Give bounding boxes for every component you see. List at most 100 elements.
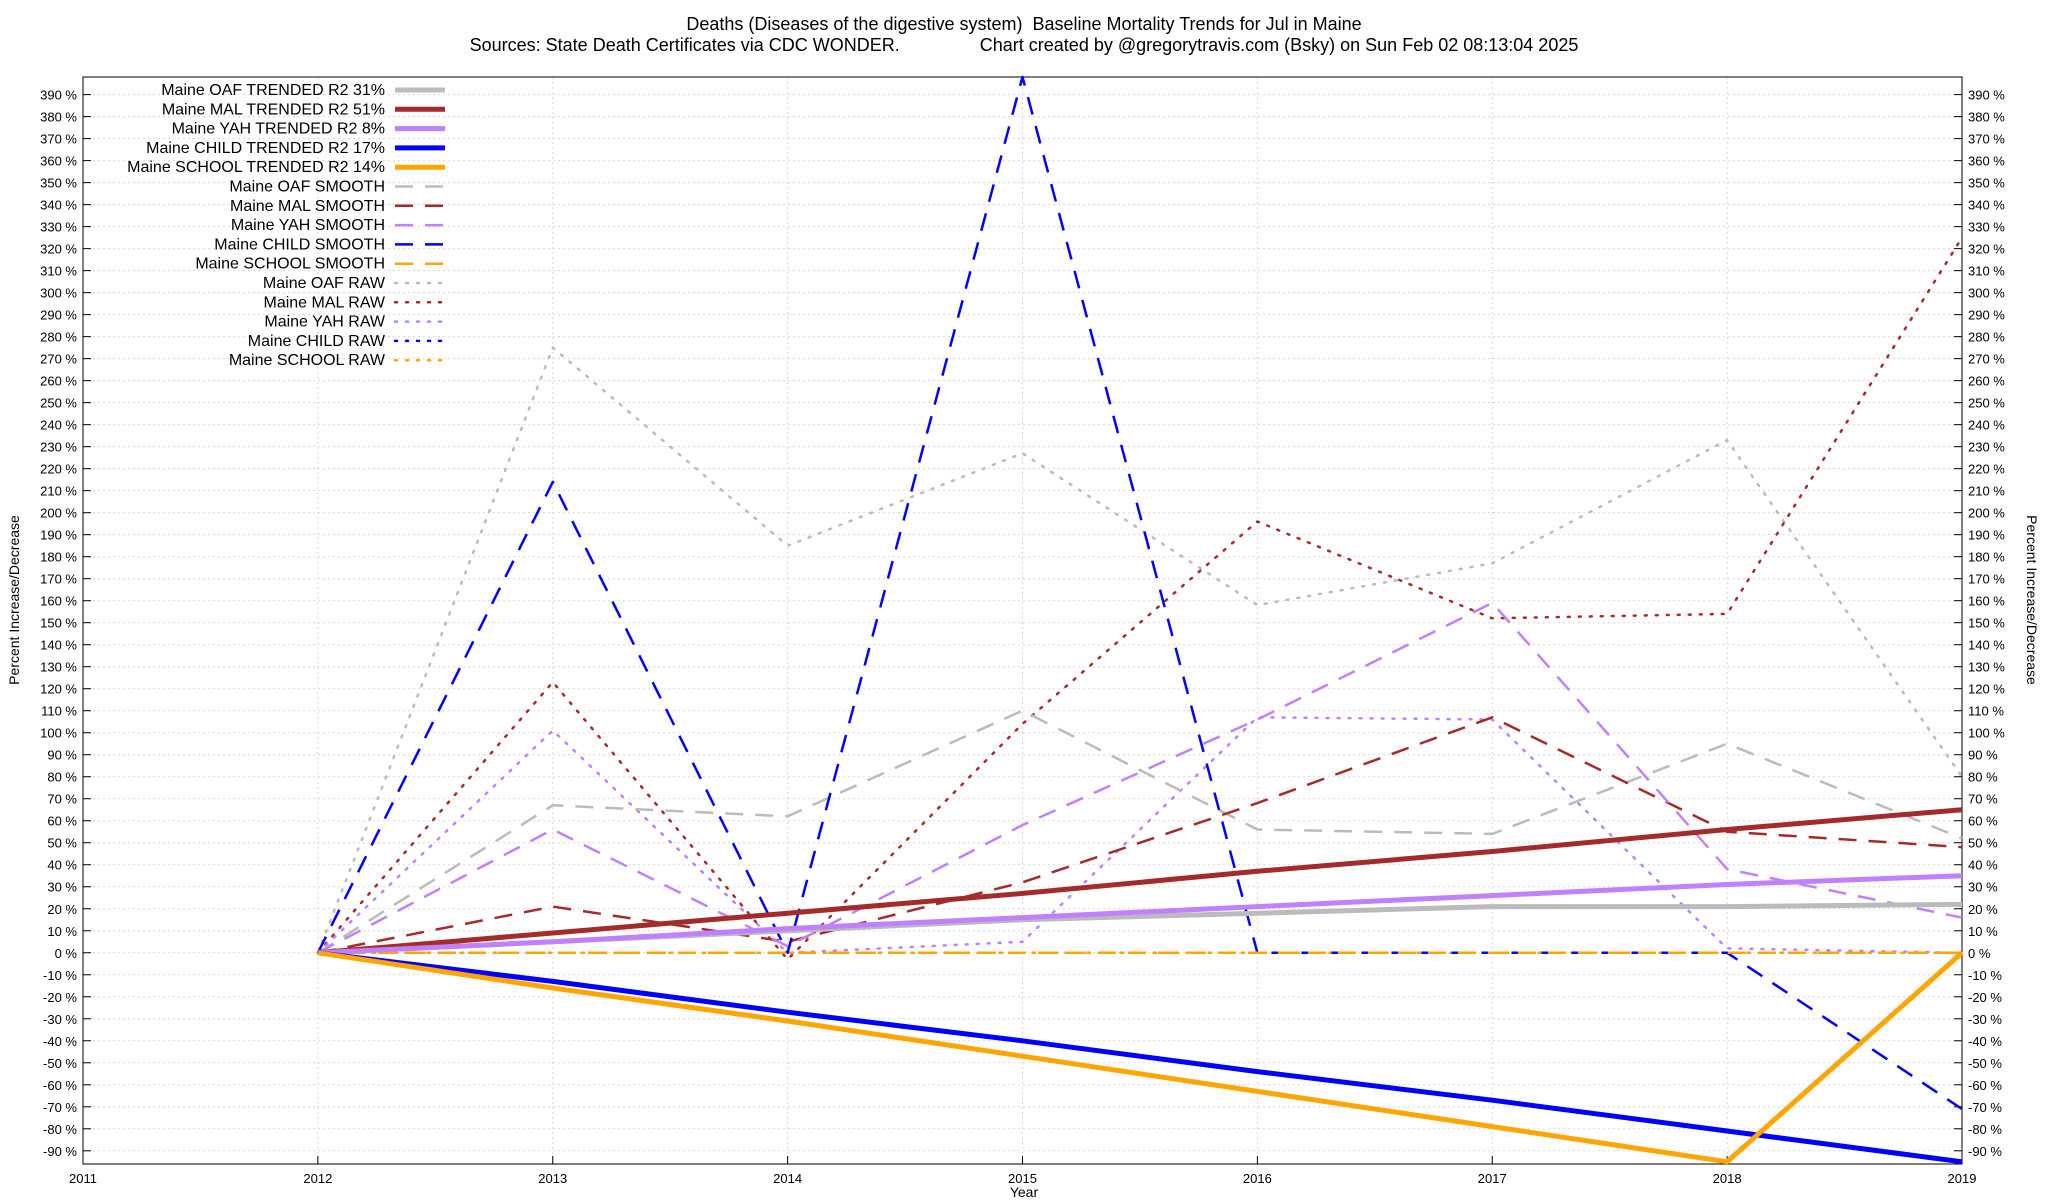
y-tick-label-right: -70 % bbox=[1968, 1100, 2002, 1115]
y-tick-label-left: -20 % bbox=[43, 990, 77, 1005]
legend-label: Maine YAH TRENDED R2 8% bbox=[172, 121, 385, 138]
y-tick-label-right: 50 % bbox=[1968, 836, 1998, 851]
y-tick-label-left: 130 % bbox=[40, 660, 77, 675]
y-tick-label-left: 120 % bbox=[40, 682, 77, 697]
y-tick-label-right: 0 % bbox=[1968, 946, 1991, 961]
y-tick-label-left: -80 % bbox=[43, 1122, 77, 1137]
y-tick-label-right: 290 % bbox=[1968, 308, 2005, 323]
y-tick-label-right: 60 % bbox=[1968, 814, 1998, 829]
legend-label: Maine CHILD RAW bbox=[248, 333, 386, 350]
y-tick-label-right: 10 % bbox=[1968, 924, 1998, 939]
series-line-6 bbox=[317, 709, 1963, 954]
y-tick-label-right: 240 % bbox=[1968, 418, 2005, 433]
y-tick-label-left: 160 % bbox=[40, 594, 77, 609]
y-tick-label-right: 110 % bbox=[1968, 704, 2004, 719]
y-tick-label-left: 60 % bbox=[47, 814, 77, 829]
y-tick-label-left: 150 % bbox=[40, 616, 77, 631]
y-tick-label-left: -50 % bbox=[43, 1056, 77, 1071]
y-tick-label-right: 30 % bbox=[1968, 880, 1998, 895]
y-tick-label-left: 300 % bbox=[40, 286, 77, 301]
x-tick-label: 2016 bbox=[1243, 1171, 1272, 1186]
y-tick-label-left: 180 % bbox=[40, 550, 77, 565]
series-line-9 bbox=[316, 75, 1963, 1111]
series-line-5 bbox=[317, 950, 1964, 1165]
y-tick-label-right: 160 % bbox=[1968, 594, 2005, 609]
y-tick-label-right: 130 % bbox=[1968, 660, 2005, 675]
series-line-12 bbox=[316, 236, 1964, 961]
y-tick-label-right: 150 % bbox=[1968, 616, 2005, 631]
y-tick-label-right: -30 % bbox=[1968, 1012, 2002, 1027]
y-tick-label-left: -60 % bbox=[43, 1078, 77, 1093]
x-tick-label: 2014 bbox=[773, 1171, 802, 1186]
x-tick-label: 2018 bbox=[1713, 1171, 1742, 1186]
y-tick-label-left: 270 % bbox=[40, 352, 77, 367]
y-tick-label-right: 300 % bbox=[1968, 286, 2005, 301]
y-tick-label-right: 350 % bbox=[1968, 176, 2005, 191]
series-line-7 bbox=[317, 716, 1963, 955]
y-tick-label-left: 360 % bbox=[40, 154, 77, 169]
legend-label: Maine OAF TRENDED R2 31% bbox=[161, 82, 385, 99]
y-tick-label-right: 210 % bbox=[1968, 484, 2005, 499]
y-tick-label-right: 80 % bbox=[1968, 770, 1998, 785]
legend-label: Maine MAL SMOOTH bbox=[230, 198, 385, 215]
y-tick-label-left: 20 % bbox=[47, 902, 77, 917]
y-tick-label-left: 100 % bbox=[40, 726, 77, 741]
y-tick-label-right: -40 % bbox=[1968, 1034, 2002, 1049]
y-tick-label-left: 140 % bbox=[40, 638, 77, 653]
x-tick-label: 2015 bbox=[1008, 1171, 1037, 1186]
y-tick-label-left: 330 % bbox=[40, 220, 77, 235]
y-tick-label-left: 10 % bbox=[47, 924, 77, 939]
series-line-8 bbox=[317, 601, 1963, 954]
y-tick-label-right: 200 % bbox=[1968, 506, 2005, 521]
series-line-3 bbox=[317, 873, 1963, 956]
y-tick-label-right: 390 % bbox=[1968, 88, 2005, 103]
y-tick-label-right: -20 % bbox=[1968, 990, 2002, 1005]
y-tick-label-left: 340 % bbox=[40, 198, 77, 213]
y-tick-label-left: 90 % bbox=[47, 748, 77, 763]
series-line-2 bbox=[317, 807, 1963, 956]
legend-label: Maine SCHOOL SMOOTH bbox=[195, 256, 385, 273]
y-tick-label-left: 310 % bbox=[40, 264, 77, 279]
series-line-11 bbox=[316, 346, 1964, 955]
legend-label: Maine CHILD TRENDED R2 17% bbox=[146, 140, 385, 157]
y-tick-label-left: 290 % bbox=[40, 308, 77, 323]
x-tick-label: 2012 bbox=[303, 1171, 332, 1186]
y-tick-label-left: 210 % bbox=[40, 484, 77, 499]
legend-label: Maine YAH RAW bbox=[264, 314, 386, 331]
y-tick-label-left: 50 % bbox=[47, 836, 77, 851]
y-tick-label-left: -40 % bbox=[43, 1034, 77, 1049]
y-tick-label-left: 260 % bbox=[40, 374, 77, 389]
y-tick-label-right: 220 % bbox=[1968, 462, 2005, 477]
y-tick-label-right: 190 % bbox=[1968, 528, 2005, 543]
y-tick-label-left: 0 % bbox=[55, 946, 78, 961]
y-tick-label-left: 80 % bbox=[47, 770, 77, 785]
y-tick-label-right: 230 % bbox=[1968, 440, 2005, 455]
legend-label: Maine SCHOOL TRENDED R2 14% bbox=[127, 159, 385, 176]
y-tick-label-left: -90 % bbox=[43, 1144, 77, 1159]
y-tick-label-right: 310 % bbox=[1968, 264, 2005, 279]
legend-label: Maine OAF RAW bbox=[263, 275, 386, 292]
y-tick-label-left: -30 % bbox=[43, 1012, 77, 1027]
x-tick-label: 2019 bbox=[1948, 1171, 1977, 1186]
y-tick-label-right: -50 % bbox=[1968, 1056, 2002, 1071]
y-tick-label-left: 240 % bbox=[40, 418, 77, 433]
y-tick-label-left: 250 % bbox=[40, 396, 77, 411]
y-tick-label-left: 200 % bbox=[40, 506, 77, 521]
y-tick-label-left: 230 % bbox=[40, 440, 77, 455]
y-tick-label-right: 40 % bbox=[1968, 858, 1998, 873]
y-tick-label-left: 40 % bbox=[47, 858, 77, 873]
y-tick-label-left: 390 % bbox=[40, 88, 77, 103]
series-line-4 bbox=[317, 950, 1963, 1165]
x-tick-label: 2011 bbox=[69, 1171, 97, 1186]
y-tick-label-left: 320 % bbox=[40, 242, 77, 257]
y-tick-label-right: -10 % bbox=[1968, 968, 2002, 983]
y-tick-label-right: 320 % bbox=[1968, 242, 2005, 257]
legend-label: Maine OAF SMOOTH bbox=[229, 179, 385, 196]
y-tick-label-right: 340 % bbox=[1968, 198, 2005, 213]
y-tick-label-right: 360 % bbox=[1968, 154, 2005, 169]
y-tick-label-right: 70 % bbox=[1968, 792, 1998, 807]
y-tick-label-left: 350 % bbox=[40, 176, 77, 191]
y-tick-label-right: 260 % bbox=[1968, 374, 2005, 389]
legend-label: Maine SCHOOL RAW bbox=[229, 352, 386, 369]
